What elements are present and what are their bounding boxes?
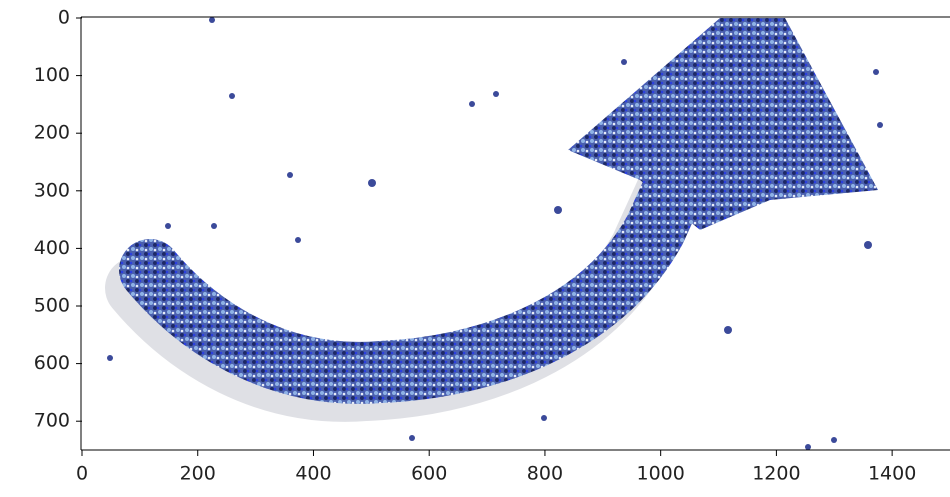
image bbox=[82, 17, 950, 450]
y-tick-label: 700 bbox=[34, 410, 70, 432]
y-tick-label: 200 bbox=[34, 122, 70, 144]
x-tick-label: 400 bbox=[295, 463, 331, 485]
x-tick-label: 1200 bbox=[752, 463, 800, 485]
y-tick-label: 500 bbox=[34, 295, 70, 317]
y-tick-label: 100 bbox=[34, 64, 70, 86]
y-tick-label: 400 bbox=[34, 237, 70, 259]
x-tick-label: 1000 bbox=[636, 463, 684, 485]
x-tick-label: 600 bbox=[411, 463, 447, 485]
x-tick-label: 200 bbox=[180, 463, 216, 485]
x-tick-label: 800 bbox=[527, 463, 563, 485]
y-tick-label: 300 bbox=[34, 179, 70, 201]
x-tick-label: 1400 bbox=[868, 463, 916, 485]
x-tick-label: 0 bbox=[76, 463, 88, 485]
y-tick-label: 0 bbox=[58, 7, 70, 29]
y-tick-label: 600 bbox=[34, 352, 70, 374]
chart: 0 200 400 600 800 1000 1200 1400 0 100 200 300 400 50… bbox=[0, 0, 950, 497]
